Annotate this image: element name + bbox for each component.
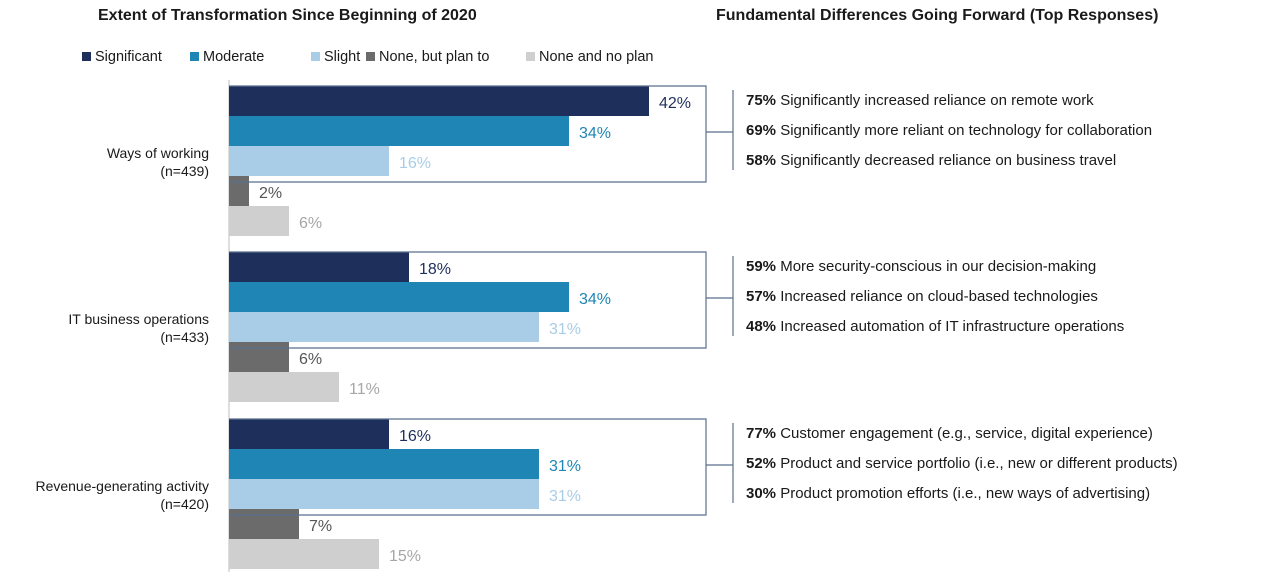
legend-item-significant: Significant: [82, 47, 162, 67]
legend-label: Slight: [324, 49, 361, 65]
bar-none-and-no-plan: [229, 372, 339, 402]
data-label: 7%: [309, 518, 332, 535]
data-label: 6%: [299, 351, 322, 368]
response-item: 30% Product promotion efforts (i.e., new…: [746, 484, 1150, 504]
data-label: 16%: [399, 428, 431, 445]
response-percent: 57%: [746, 288, 777, 305]
response-item: 75% Significantly increased reliance on …: [746, 91, 1094, 111]
bar-moderate: [229, 116, 569, 146]
bar-significant: [229, 419, 389, 449]
response-percent: 75%: [746, 92, 777, 109]
response-item: 58% Significantly decreased reliance on …: [746, 151, 1116, 171]
data-label: 16%: [399, 155, 431, 172]
response-text: Product promotion efforts (i.e., new way…: [776, 485, 1151, 502]
response-item: 57% Increased reliance on cloud-based te…: [746, 287, 1098, 307]
bar-none-but-plan-to: [229, 176, 249, 206]
category-n-label: (n=433): [160, 329, 209, 345]
responses-title: Fundamental Differences Going Forward (T…: [716, 7, 1159, 24]
category-group-revenue-generating-activity: Revenue-generating activity (n=420) 16% 31%…: [35, 418, 734, 569]
category-label: Ways of working: [107, 145, 209, 161]
response-percent: 48%: [746, 318, 777, 335]
data-label: 6%: [299, 215, 322, 232]
bar-none-but-plan-to: [229, 509, 299, 539]
chart-title: Extent of Transformation Since Beginning…: [98, 7, 477, 24]
bar-significant: [229, 86, 649, 116]
data-label: 34%: [579, 291, 611, 308]
data-label: 31%: [549, 321, 581, 338]
bracket: [229, 418, 707, 516]
bar-moderate: [229, 282, 569, 312]
category-n-label: (n=439): [160, 163, 209, 179]
legend-swatch: [190, 52, 199, 61]
legend-item-none-and-no-plan: None and no plan: [526, 47, 654, 67]
data-label: 31%: [549, 458, 581, 475]
bar-slight: [229, 312, 539, 342]
response-item: 48% Increased automation of IT infrastru…: [746, 317, 1124, 337]
category-label: IT business operations: [68, 311, 209, 327]
bracket: [229, 251, 707, 349]
response-percent: 30%: [746, 485, 777, 502]
category-group-ways-of-working: Ways of working (n=439) 42% 34% 16% 2% 6%: [107, 85, 734, 236]
data-label: 34%: [579, 125, 611, 142]
legend-swatch: [311, 52, 320, 61]
data-label: 42%: [659, 95, 691, 112]
response-percent: 69%: [746, 122, 777, 139]
legend-item-slight: Slight: [311, 47, 360, 67]
data-label: 11%: [349, 381, 380, 398]
data-label: 15%: [389, 548, 421, 565]
legend-item-moderate: Moderate: [190, 47, 264, 67]
bar-none-and-no-plan: [229, 539, 379, 569]
legend-label: None, but plan to: [379, 49, 490, 65]
legend-swatch: [526, 52, 535, 61]
category-group-it-business-operations: IT business operations (n=433) 18% 34% 31% 6%…: [68, 251, 734, 402]
legend-label: Significant: [95, 49, 162, 65]
response-text: Increased reliance on cloud-based techno…: [776, 288, 1098, 305]
bar-slight: [229, 146, 389, 176]
response-item: 52% Product and service portfolio (i.e.,…: [746, 454, 1178, 474]
bar-moderate: [229, 449, 539, 479]
category-n-label: (n=420): [160, 496, 209, 512]
bar-none-and-no-plan: [229, 206, 289, 236]
response-percent: 52%: [746, 455, 777, 472]
response-text: Customer engagement (e.g., service, digi…: [776, 425, 1153, 442]
data-label: 18%: [419, 261, 451, 278]
response-percent: 58%: [746, 152, 777, 169]
response-text: Significantly decreased reliance on busi…: [776, 152, 1117, 169]
legend-swatch: [82, 52, 91, 61]
response-percent: 77%: [746, 425, 777, 442]
bar-none-but-plan-to: [229, 342, 289, 372]
response-text: Significantly increased reliance on remo…: [776, 92, 1094, 109]
response-item: 59% More security-conscious in our decis…: [746, 257, 1096, 277]
response-text: More security-conscious in our decision-…: [776, 258, 1097, 275]
response-item: 77% Customer engagement (e.g., service, …: [746, 424, 1153, 444]
data-label: 31%: [549, 488, 581, 505]
category-label: Revenue-generating activity: [35, 478, 209, 494]
bar-significant: [229, 252, 409, 282]
response-text: Product and service portfolio (i.e., new…: [776, 455, 1178, 472]
response-text: Increased automation of IT infrastructur…: [776, 318, 1125, 335]
response-item: 69% Significantly more reliant on techno…: [746, 121, 1152, 141]
bracket: [229, 85, 707, 183]
response-percent: 59%: [746, 258, 777, 275]
legend-label: Moderate: [203, 49, 265, 65]
response-text: Significantly more reliant on technology…: [776, 122, 1153, 139]
bar-slight: [229, 479, 539, 509]
legend-swatch: [366, 52, 375, 61]
legend-label: None and no plan: [539, 49, 654, 65]
legend-item-none-but-plan-to: None, but plan to: [366, 47, 489, 67]
data-label: 2%: [259, 185, 282, 202]
